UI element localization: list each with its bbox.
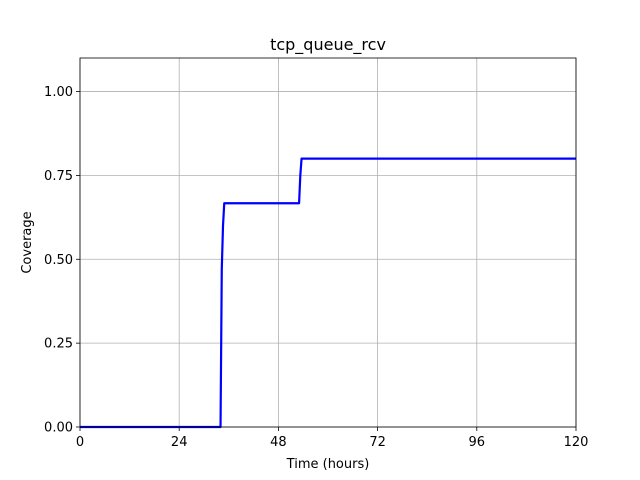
x-tick-label: 72 [369,435,386,450]
axis-ticks: 0 24 48 72 96 120 0.00 0.25 0.50 0.75 1.00 [44,85,588,450]
x-tick-label: 24 [171,435,188,450]
y-tick-label: 0.00 [44,421,73,436]
x-axis-label: Time (hours) [286,457,370,472]
series-lines [80,157,576,429]
x-tick-label: 48 [270,435,287,450]
y-tick-label: 0.25 [44,337,73,352]
y-tick-label: 0.50 [44,253,73,268]
y-tick-label: 0.75 [44,169,73,184]
x-tick-label: 96 [469,435,486,450]
y-axis-label: Coverage [20,211,35,273]
coverage-series-line [80,157,576,429]
y-tick-label: 1.00 [44,85,73,100]
x-tick-label: 0 [76,435,84,450]
chart-title: tcp_queue_rcv [270,35,386,55]
x-tick-label: 120 [564,435,589,450]
plot-frame [79,57,577,428]
